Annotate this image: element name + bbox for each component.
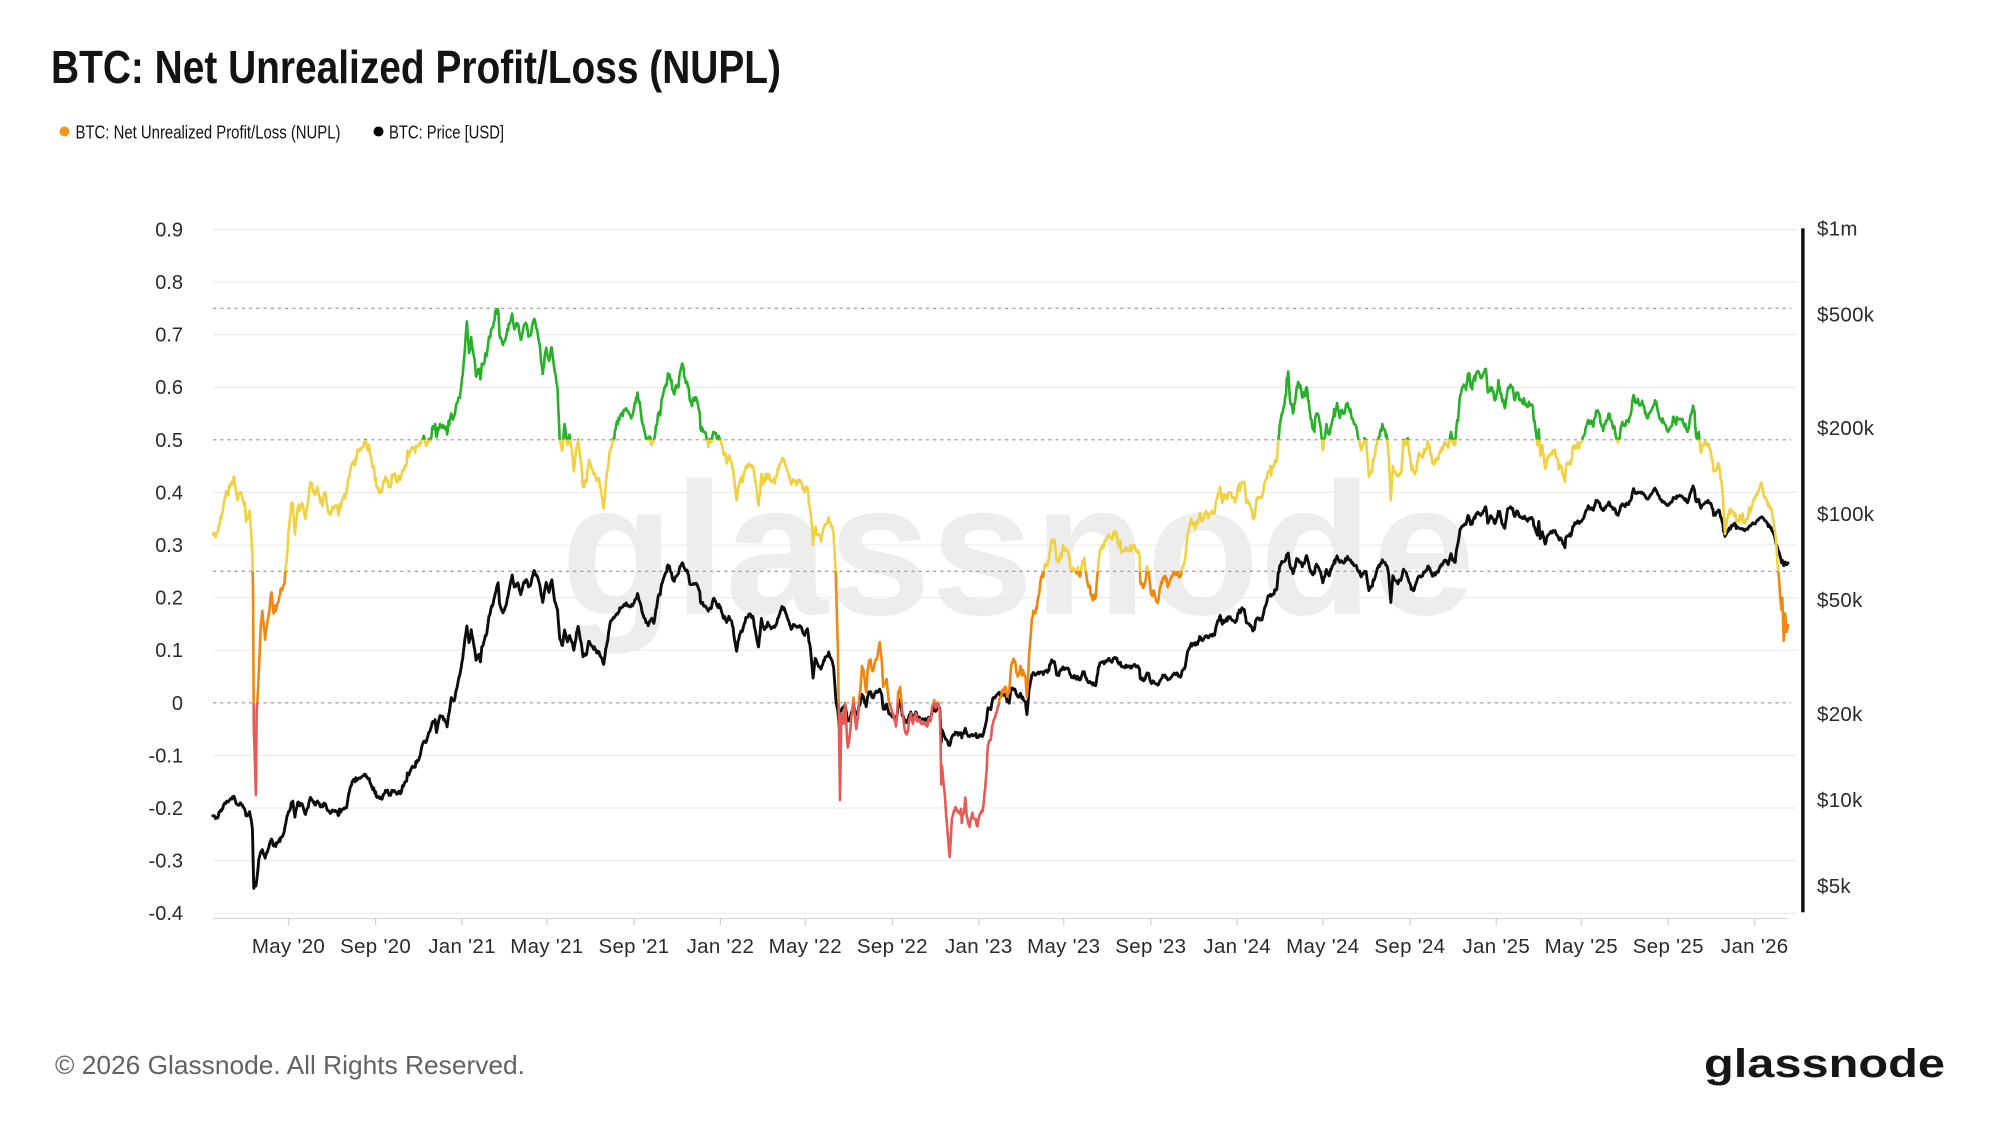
svg-text:Jan '23: Jan '23 [945,935,1013,958]
svg-text:BTC: Net Unrealized Profit/Los: BTC: Net Unrealized Profit/Loss (NUPL) [76,122,341,143]
svg-text:Sep '23: Sep '23 [1115,935,1186,958]
svg-text:0.7: 0.7 [155,325,183,347]
svg-text:0.9: 0.9 [155,219,183,241]
svg-text:0.4: 0.4 [155,482,183,504]
svg-text:Sep '20: Sep '20 [340,935,411,958]
svg-text:0.5: 0.5 [155,430,183,452]
svg-text:-0.2: -0.2 [149,798,183,820]
svg-text:Jan '26: Jan '26 [1721,935,1789,958]
svg-text:glassnode: glassnode [561,444,1475,654]
svg-text:May '22: May '22 [769,935,842,958]
svg-text:May '23: May '23 [1027,935,1100,958]
svg-text:Sep '25: Sep '25 [1633,935,1704,958]
svg-text:-0.3: -0.3 [149,851,183,873]
svg-text:Sep '24: Sep '24 [1374,935,1445,958]
svg-text:May '20: May '20 [252,935,325,958]
svg-text:$500k: $500k [1817,303,1875,326]
svg-text:Sep '21: Sep '21 [599,935,670,958]
svg-text:Jan '24: Jan '24 [1203,935,1271,958]
svg-text:Sep '22: Sep '22 [857,935,928,958]
svg-text:0.3: 0.3 [155,535,183,557]
svg-text:$5k: $5k [1817,875,1851,898]
svg-text:© 2026 Glassnode. All Rights R: © 2026 Glassnode. All Rights Reserved. [55,1050,525,1080]
svg-text:glassnode: glassnode [1704,1042,1945,1086]
svg-text:0.8: 0.8 [155,272,183,294]
svg-text:$10k: $10k [1817,789,1863,812]
svg-text:$50k: $50k [1817,589,1863,612]
svg-text:Jan '22: Jan '22 [687,935,755,958]
svg-text:BTC: Net Unrealized Profit/Los: BTC: Net Unrealized Profit/Loss (NUPL) [51,41,781,93]
svg-text:$100k: $100k [1817,503,1875,526]
svg-text:0.6: 0.6 [155,377,183,399]
svg-text:-0.4: -0.4 [149,903,183,925]
svg-text:BTC: Price [USD]: BTC: Price [USD] [389,122,504,143]
svg-text:Jan '25: Jan '25 [1463,935,1531,958]
svg-text:$200k: $200k [1817,417,1875,440]
svg-text:0.2: 0.2 [155,588,183,610]
svg-text:0: 0 [172,693,183,715]
svg-text:-0.1: -0.1 [149,745,183,767]
svg-text:May '24: May '24 [1286,935,1359,958]
svg-text:Jan '21: Jan '21 [428,935,496,958]
svg-text:May '25: May '25 [1545,935,1618,958]
svg-text:0.1: 0.1 [155,640,183,662]
svg-text:$1m: $1m [1817,217,1858,240]
svg-text:May '21: May '21 [510,935,583,958]
svg-text:$20k: $20k [1817,703,1863,726]
